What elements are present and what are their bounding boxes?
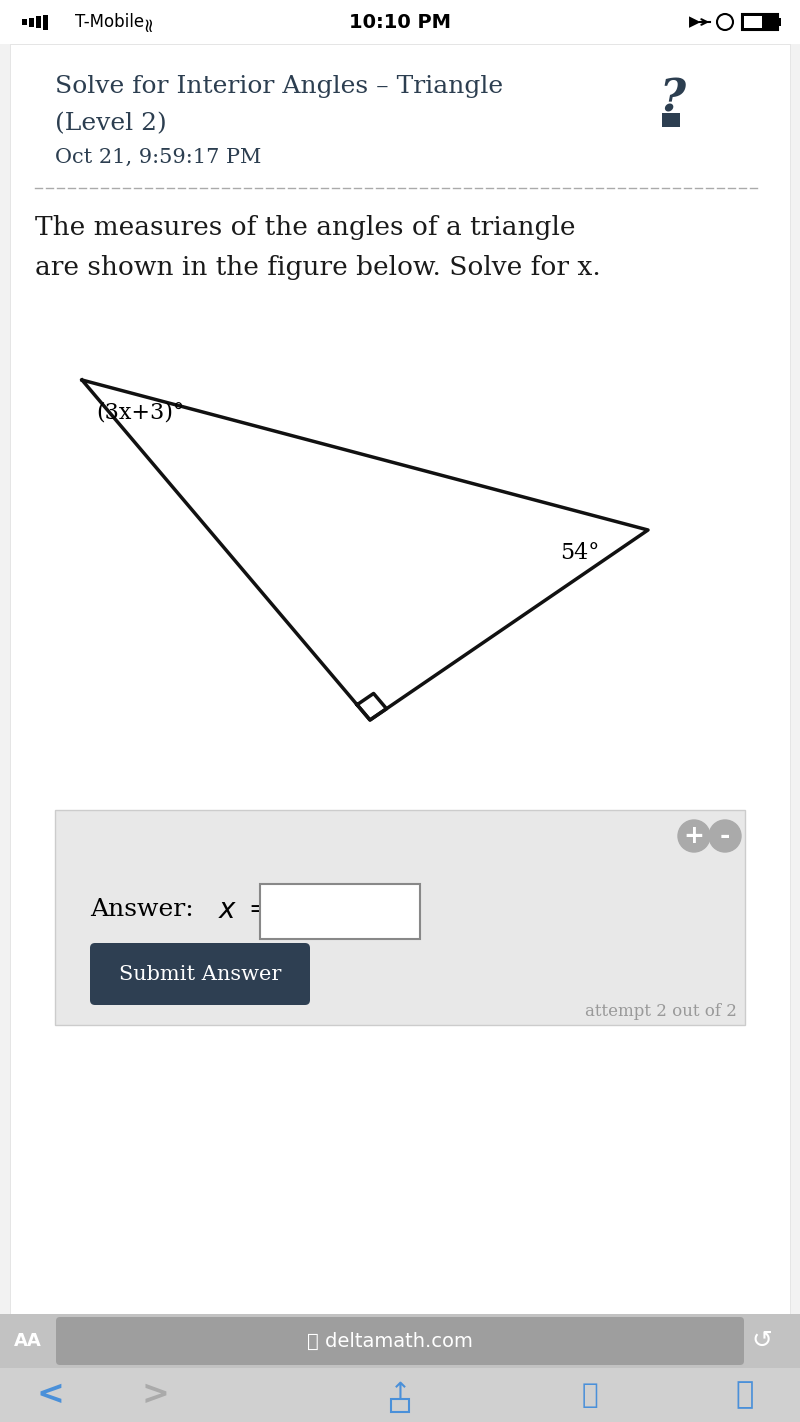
Bar (744, 16, 762, 28)
Text: Answer:: Answer: (90, 899, 194, 921)
Text: are shown in the figure below. Solve for x.: are shown in the figure below. Solve for… (35, 255, 601, 280)
Text: -: - (720, 823, 730, 848)
Circle shape (709, 820, 741, 852)
Text: AA: AA (14, 1332, 42, 1349)
Text: 10:10 PM: 10:10 PM (349, 13, 451, 31)
Text: 📖: 📖 (582, 1381, 598, 1409)
Text: ↺: ↺ (751, 1330, 773, 1352)
Text: +: + (683, 823, 705, 848)
Text: =: = (248, 899, 269, 921)
Text: (Level 2): (Level 2) (55, 112, 166, 135)
Text: >: > (141, 1378, 169, 1412)
FancyBboxPatch shape (56, 1317, 744, 1365)
FancyBboxPatch shape (55, 811, 745, 1025)
Text: The measures of the angles of a triangle: The measures of the angles of a triangle (35, 215, 575, 240)
Bar (0, 1368, 800, 1422)
Bar (22, 18, 27, 26)
Text: (3x+3)°: (3x+3)° (96, 402, 184, 424)
Text: ▶: ▶ (689, 14, 701, 30)
Bar (0, 1314, 800, 1368)
Bar (391, 1399, 409, 1412)
Text: ?: ? (659, 78, 685, 121)
Text: Solve for Interior Angles – Triangle: Solve for Interior Angles – Triangle (55, 75, 503, 98)
Bar (10, 44, 790, 1314)
Text: Submit Answer: Submit Answer (119, 964, 281, 984)
Bar (778, 18, 781, 26)
Bar (36, 16, 41, 28)
Text: ↑: ↑ (390, 1381, 410, 1405)
Text: Oct 21, 9:59:17 PM: Oct 21, 9:59:17 PM (55, 148, 262, 166)
Circle shape (678, 820, 710, 852)
Text: 54°: 54° (560, 542, 599, 565)
Bar (662, 112, 680, 127)
Text: attempt 2 out of 2: attempt 2 out of 2 (585, 1003, 737, 1020)
Text: $x$: $x$ (218, 896, 238, 924)
FancyBboxPatch shape (90, 943, 310, 1005)
Text: <: < (36, 1378, 64, 1412)
Text: T-Mobile: T-Mobile (75, 13, 144, 31)
Text: ≈: ≈ (138, 14, 158, 31)
Bar (43, 16, 48, 30)
Bar (0, 44, 800, 1314)
FancyBboxPatch shape (742, 14, 778, 30)
Text: 🔒 deltamath.com: 🔒 deltamath.com (307, 1331, 473, 1351)
Text: ⧉: ⧉ (736, 1381, 754, 1409)
FancyBboxPatch shape (260, 884, 420, 939)
Bar (29, 18, 34, 27)
